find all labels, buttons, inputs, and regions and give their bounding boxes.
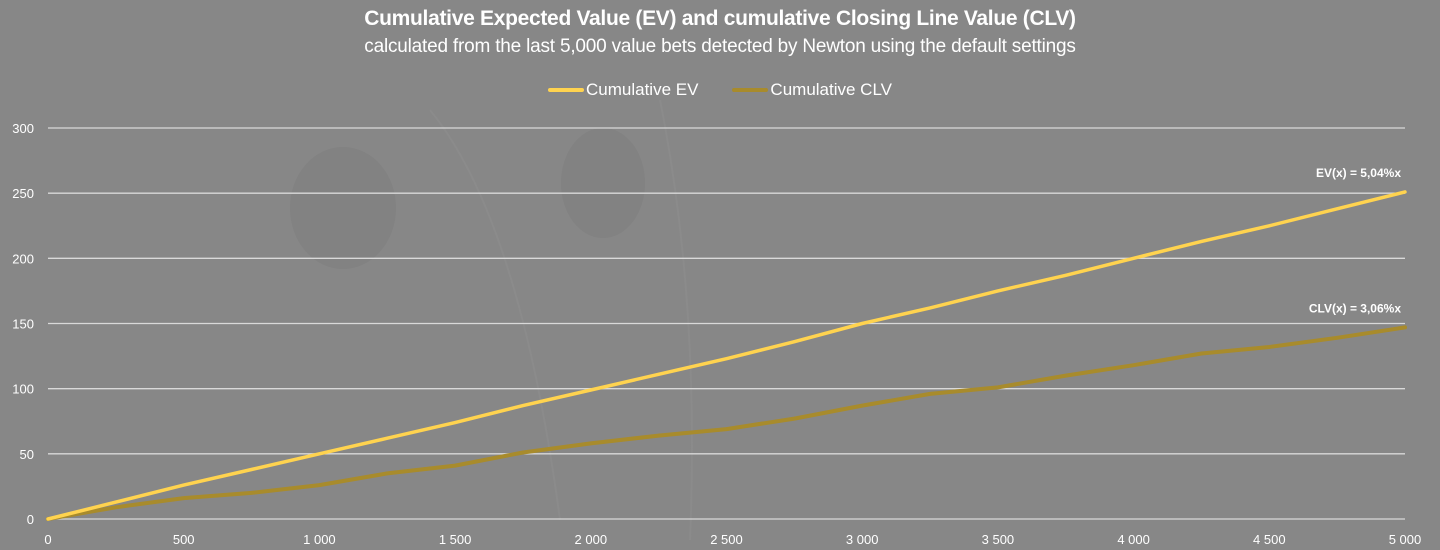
annotations: EV(x) = 5,04%x CLV(x) = 3,06%x (1309, 166, 1401, 316)
x-axis-ticks: 0 500 1 000 1 500 2 000 2 500 3 000 3 500 4 000 4… (44, 532, 1421, 547)
chart-title: Cumulative Expected Value (EV) and cumul… (364, 7, 1076, 30)
x-tick-label: 4 500 (1253, 532, 1286, 547)
y-tick-label: 100 (12, 382, 34, 397)
legend-swatch-clv (732, 88, 769, 92)
series-lines (46, 190, 1407, 521)
series-line-clv (46, 325, 1407, 521)
x-tick-label: 500 (173, 532, 195, 547)
x-tick-label: 2 000 (575, 532, 608, 547)
annotation-clv: CLV(x) = 3,06%x (1309, 301, 1401, 315)
legend-label-ev: Cumulative EV (585, 80, 699, 99)
legend-item-clv[interactable]: Cumulative CLV (732, 80, 892, 100)
legend: Cumulative EV Cumulative CLV (0, 80, 1440, 100)
x-tick-label: 3 500 (982, 532, 1015, 547)
legend-swatch-ev (547, 88, 584, 92)
x-tick-label: 1 000 (303, 532, 336, 547)
x-tick-label: 5 000 (1389, 532, 1422, 547)
chart-subtitle: calculated from the last 5,000 value bet… (364, 36, 1076, 57)
y-tick-label: 300 (12, 121, 34, 136)
x-tick-label: 1 500 (439, 532, 472, 547)
legend-label-clv: Cumulative CLV (770, 80, 892, 99)
y-tick-label: 50 (20, 447, 34, 462)
y-tick-label: 250 (12, 186, 34, 201)
x-tick-label: 3 000 (846, 532, 879, 547)
y-tick-label: 150 (12, 317, 34, 332)
annotation-ev: EV(x) = 5,04%x (1316, 166, 1401, 180)
x-tick-label: 4 000 (1117, 532, 1150, 547)
y-tick-label: 0 (27, 512, 34, 527)
gridlines (48, 127, 1405, 520)
x-tick-label: 0 (44, 532, 51, 547)
y-axis-ticks: 0 50 100 150 200 250 300 (12, 121, 34, 527)
y-tick-label: 200 (12, 251, 34, 266)
legend-item-ev[interactable]: Cumulative EV (547, 80, 699, 100)
x-tick-label: 2 500 (710, 532, 743, 547)
series-line-ev (46, 190, 1407, 521)
title-block: Cumulative Expected Value (EV) and cumul… (0, 4, 1440, 60)
